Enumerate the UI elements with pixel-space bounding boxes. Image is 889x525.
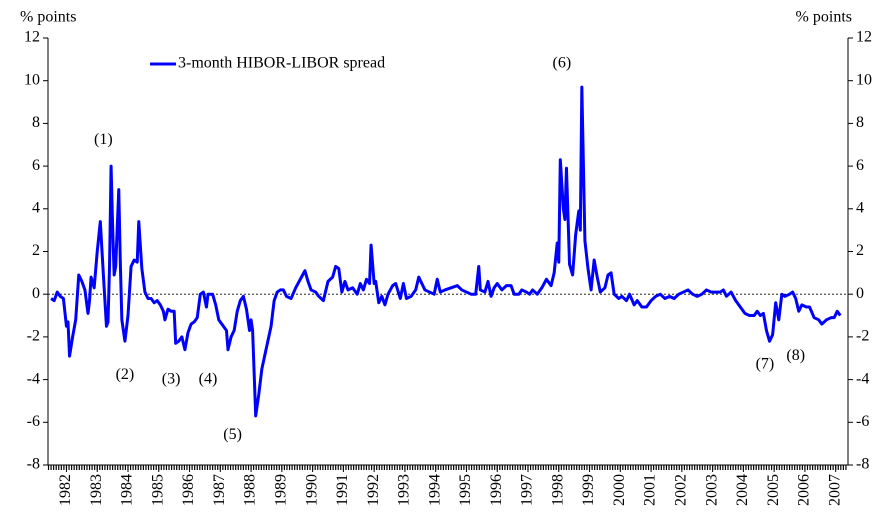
x-tick-label: 1990 — [303, 474, 320, 506]
x-tick-label: 1992 — [365, 474, 382, 506]
x-tick-label: 1993 — [396, 474, 413, 506]
x-tick-label: 2006 — [796, 474, 813, 506]
annotation: (8) — [786, 347, 805, 364]
x-tick-label: 2002 — [673, 474, 690, 506]
x-tick-label: 2001 — [642, 474, 659, 506]
x-tick-label: 1991 — [334, 474, 351, 506]
annotation: (4) — [199, 370, 218, 387]
x-tick-label: 2005 — [765, 474, 782, 506]
x-tick-label: 1999 — [580, 474, 597, 506]
x-tick-label: 1994 — [426, 474, 443, 506]
x-tick-label: 2004 — [734, 474, 751, 506]
x-tick-label: 2000 — [611, 474, 628, 506]
y2-tick-label: -8 — [856, 456, 869, 473]
y-tick-label: -6 — [27, 413, 40, 430]
annotation: (6) — [553, 54, 572, 71]
y2-tick-label: 8 — [856, 114, 864, 131]
y2-tick-label: -6 — [856, 413, 869, 430]
y-tick-label: 4 — [32, 199, 40, 216]
x-tick-label: 2007 — [826, 474, 843, 506]
x-tick-label: 1998 — [549, 474, 566, 506]
annotation: (5) — [223, 426, 242, 443]
annotation: (1) — [94, 131, 113, 148]
data-line — [50, 85, 842, 418]
y2-tick-label: 0 — [856, 285, 864, 302]
x-tick-label: 1989 — [273, 474, 290, 506]
y2-tick-label: -2 — [856, 328, 869, 345]
y-axis-label: % points — [20, 9, 76, 26]
x-tick-label: 1988 — [242, 474, 259, 506]
y2-tick-label: 12 — [856, 29, 872, 46]
x-tick-label: 1995 — [457, 474, 474, 506]
annotation: (2) — [116, 366, 135, 383]
annotation: (3) — [162, 370, 181, 387]
x-tick-label: 1986 — [180, 474, 197, 506]
x-tick-label: 1984 — [119, 474, 136, 506]
y2-tick-label: 6 — [856, 157, 864, 174]
annotation: (7) — [756, 355, 775, 372]
y-tick-label: 6 — [32, 157, 40, 174]
y-tick-label: -4 — [27, 370, 40, 387]
legend-label: 3-month HIBOR-LIBOR spread — [178, 55, 385, 72]
y2-tick-label: -4 — [856, 370, 869, 387]
x-tick-label: 1997 — [519, 474, 536, 506]
y-tick-label: 2 — [32, 242, 40, 259]
x-tick-label: 2003 — [703, 474, 720, 506]
y-tick-label: 8 — [32, 114, 40, 131]
y-tick-label: -2 — [27, 328, 40, 345]
y2-tick-label: 10 — [856, 71, 872, 88]
y-tick-label: 0 — [32, 285, 40, 302]
y2-tick-label: 4 — [856, 199, 864, 216]
x-tick-label: 1987 — [211, 474, 228, 506]
x-tick-label: 1983 — [88, 474, 105, 506]
x-tick-label: 1996 — [488, 474, 505, 506]
x-tick-label: 1985 — [149, 474, 166, 506]
y2-axis-label: % points — [796, 9, 852, 26]
y-tick-label: -8 — [27, 456, 40, 473]
y2-tick-label: 2 — [856, 242, 864, 259]
y-tick-label: 12 — [24, 29, 40, 46]
y-tick-label: 10 — [24, 71, 40, 88]
x-tick-label: 1982 — [57, 474, 74, 506]
